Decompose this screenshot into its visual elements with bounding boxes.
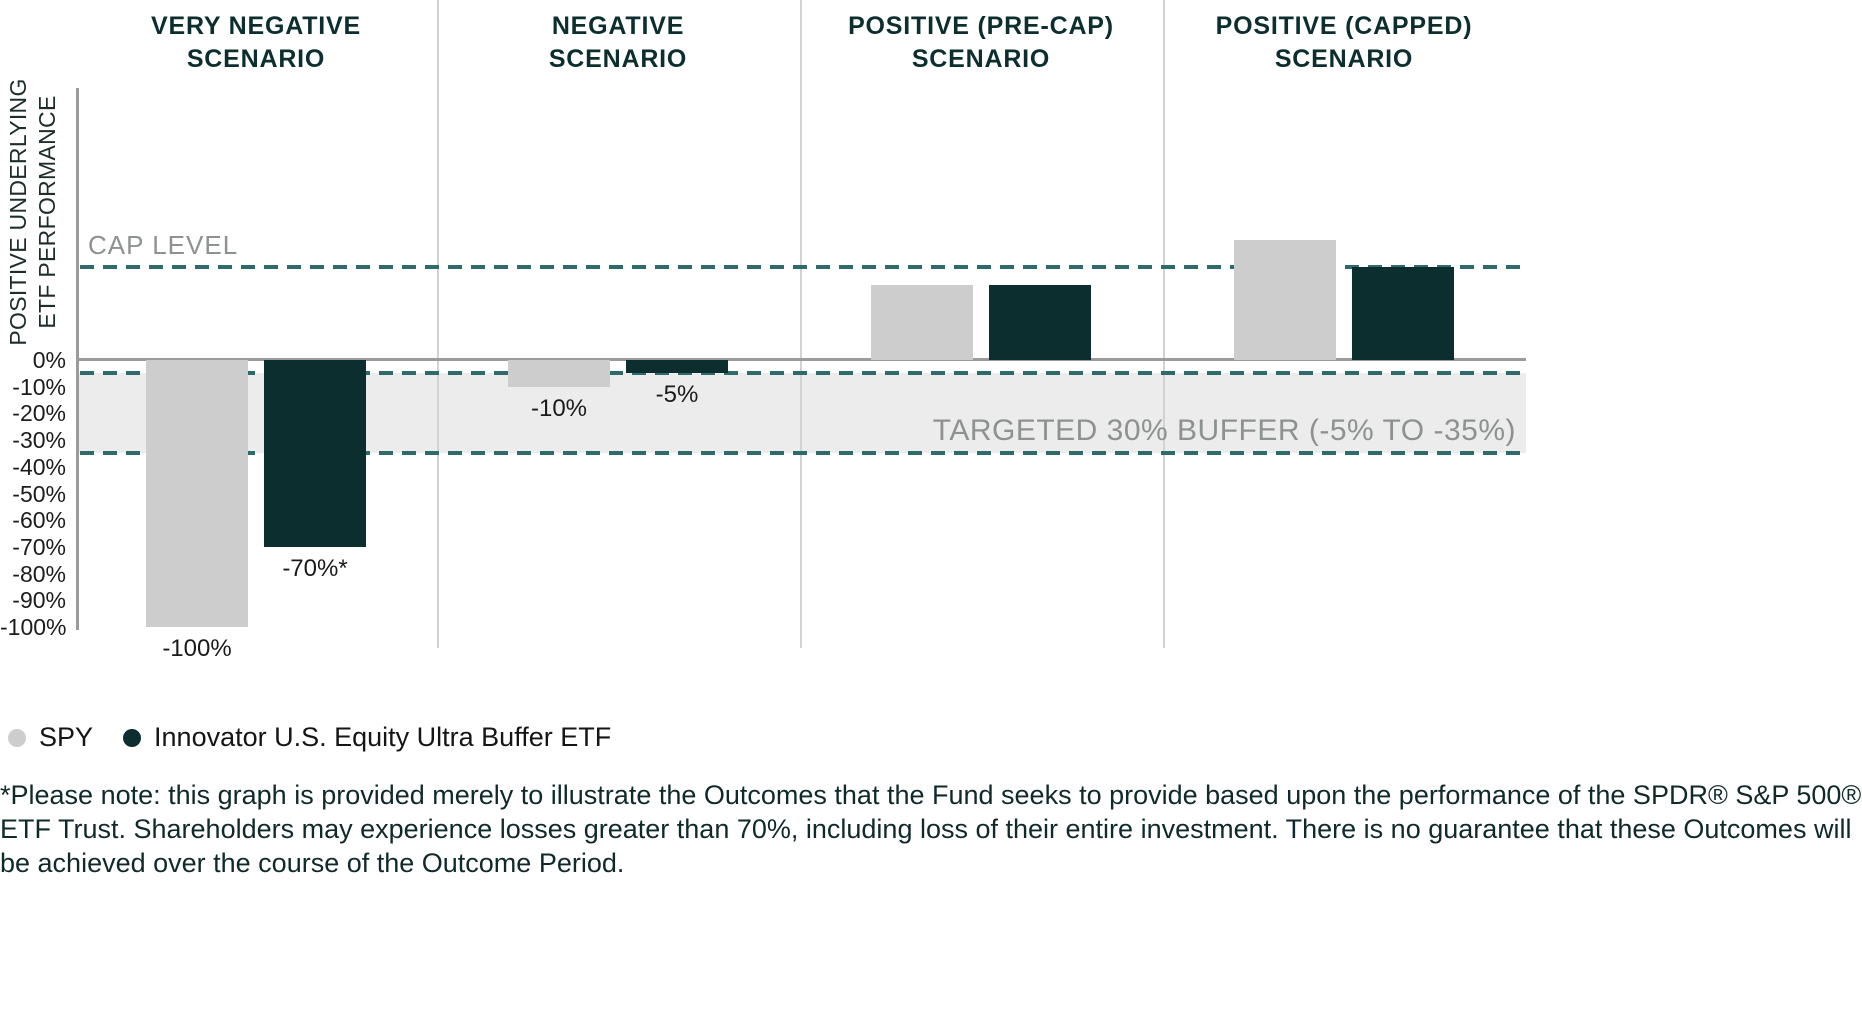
scenario-header-1: VERY NEGATIVE SCENARIO (151, 12, 361, 73)
scenario-header-4: POSITIVE (CAPPED) SCENARIO (1215, 12, 1473, 73)
scenario-header-2: NEGATIVE SCENARIO (548, 12, 688, 73)
buffer-bottom-line (80, 451, 1522, 456)
etf-legend-dot-icon (123, 728, 142, 747)
y-tick-label: 0% (32, 347, 66, 373)
spy-legend-dot-icon (8, 728, 26, 747)
y-tick-label: -70% (12, 533, 66, 560)
buffer-top-line (80, 371, 1522, 376)
bar-etf-scenario-1 (264, 360, 366, 547)
y-tick-label: -80% (12, 560, 66, 587)
scenario-header-3: POSITIVE (PRE-CAP) SCENARIO (848, 12, 1114, 73)
legend: SPY Innovator U.S. Equity Ultra Buffer E… (8, 722, 611, 753)
bar-value-label: -100% (162, 635, 232, 662)
legend-item-etf: Innovator U.S. Equity Ultra Buffer ETF (123, 722, 611, 753)
y-tick-label: -60% (12, 507, 66, 534)
column-divider (1163, 0, 1165, 648)
y-axis-line (76, 88, 79, 630)
column-divider (437, 0, 439, 648)
cap-level-label: CAP LEVEL (88, 230, 239, 260)
y-axis-title: POSITIVE UNDERLYING ETF PERFORMANCE (5, 78, 60, 346)
bar-etf-scenario-2 (626, 360, 728, 374)
y-tick-label: -20% (12, 400, 66, 427)
zero-line (78, 358, 1526, 361)
cap-level-line (80, 264, 1522, 269)
y-tick-label: -40% (12, 453, 66, 480)
y-tick-label: -30% (12, 427, 66, 454)
bar-value-label: -5% (655, 381, 699, 409)
bar-etf-scenario-4 (1352, 266, 1454, 360)
etf-legend-label: Innovator U.S. Equity Ultra Buffer ETF (154, 722, 612, 752)
buffer-range-label: TARGETED 30% BUFFER (-5% TO -35%) (932, 414, 1516, 447)
bar-etf-scenario-3 (989, 285, 1091, 360)
bar-spy-scenario-3 (871, 285, 973, 360)
y-tick-label: -90% (12, 587, 66, 614)
y-tick-label: -10% (12, 373, 66, 400)
y-tick-label: -100% (0, 614, 67, 640)
bar-spy-scenario-4 (1234, 239, 1336, 360)
y-tick-label: -50% (12, 480, 66, 507)
plot-area: CAP LEVEL TARGETED 30% BUFFER (-5% TO -3… (0, 0, 1526, 662)
footnote-disclaimer: *Please note: this graph is provided mer… (0, 780, 1862, 878)
legend-item-spy: SPY (8, 722, 93, 753)
bar-value-label: -10% (530, 394, 588, 422)
bar-spy-scenario-2 (508, 360, 610, 387)
bar-value-label: -70%* (282, 554, 348, 582)
spy-legend-label: SPY (39, 722, 94, 752)
bar-spy-scenario-1 (146, 360, 248, 627)
column-divider (800, 0, 802, 648)
